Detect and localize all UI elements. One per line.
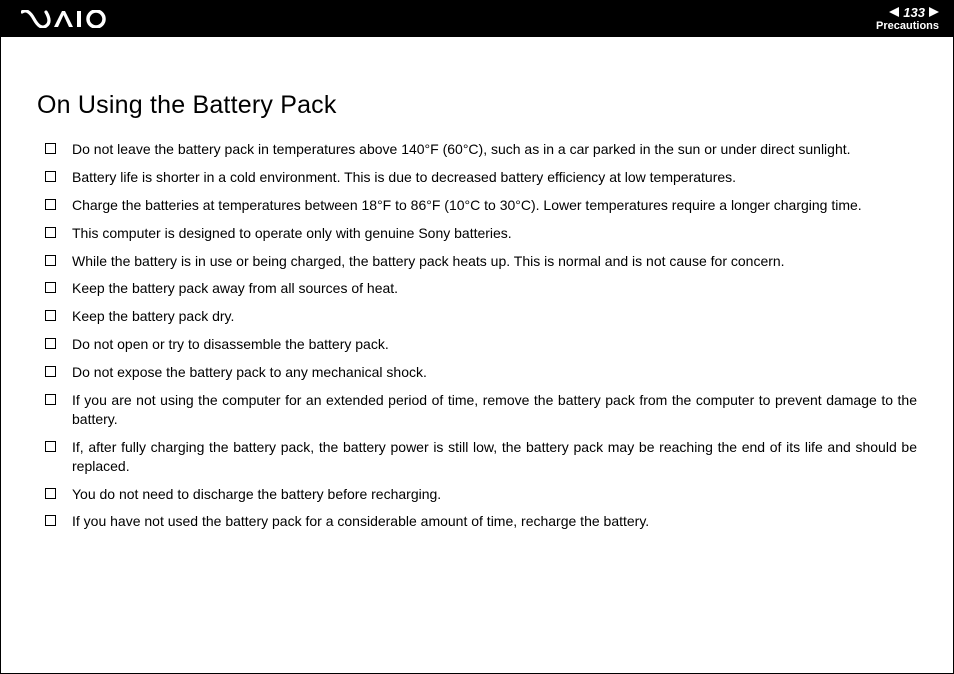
vaio-logo-svg xyxy=(21,10,107,28)
page-nav: 133 xyxy=(889,6,939,19)
page-content: On Using the Battery Pack Do not leave t… xyxy=(1,37,953,531)
square-bullet-icon xyxy=(45,441,56,452)
list-item: Keep the battery pack dry. xyxy=(37,307,917,326)
vaio-logo xyxy=(21,10,107,28)
page-title: On Using the Battery Pack xyxy=(37,91,917,120)
square-bullet-icon xyxy=(45,199,56,210)
square-bullet-icon xyxy=(45,310,56,321)
bullet-list: Do not leave the battery pack in tempera… xyxy=(37,140,917,531)
section-label: Precautions xyxy=(876,21,939,32)
document-page: 133 Precautions On Using the Battery Pac… xyxy=(0,0,954,674)
square-bullet-icon xyxy=(45,394,56,405)
square-bullet-icon xyxy=(45,515,56,526)
square-bullet-icon xyxy=(45,366,56,377)
list-item: Do not open or try to disassemble the ba… xyxy=(37,335,917,354)
prev-page-icon[interactable] xyxy=(889,7,899,19)
square-bullet-icon xyxy=(45,143,56,154)
square-bullet-icon xyxy=(45,488,56,499)
list-item: Do not expose the battery pack to any me… xyxy=(37,363,917,382)
list-item: Battery life is shorter in a cold enviro… xyxy=(37,168,917,187)
page-header: 133 Precautions xyxy=(1,1,953,37)
list-item: Do not leave the battery pack in tempera… xyxy=(37,140,917,159)
square-bullet-icon xyxy=(45,282,56,293)
square-bullet-icon xyxy=(45,227,56,238)
list-item: While the battery is in use or being cha… xyxy=(37,252,917,271)
list-item: You do not need to discharge the battery… xyxy=(37,485,917,504)
list-item: If you are not using the computer for an… xyxy=(37,391,917,429)
next-page-icon[interactable] xyxy=(929,7,939,19)
square-bullet-icon xyxy=(45,171,56,182)
list-item: If you have not used the battery pack fo… xyxy=(37,512,917,531)
page-number: 133 xyxy=(903,6,925,19)
list-item: Keep the battery pack away from all sour… xyxy=(37,279,917,298)
list-item: If, after fully charging the battery pac… xyxy=(37,438,917,476)
header-right: 133 Precautions xyxy=(876,6,939,32)
list-item: This computer is designed to operate onl… xyxy=(37,224,917,243)
square-bullet-icon xyxy=(45,255,56,266)
square-bullet-icon xyxy=(45,338,56,349)
list-item: Charge the batteries at temperatures bet… xyxy=(37,196,917,215)
